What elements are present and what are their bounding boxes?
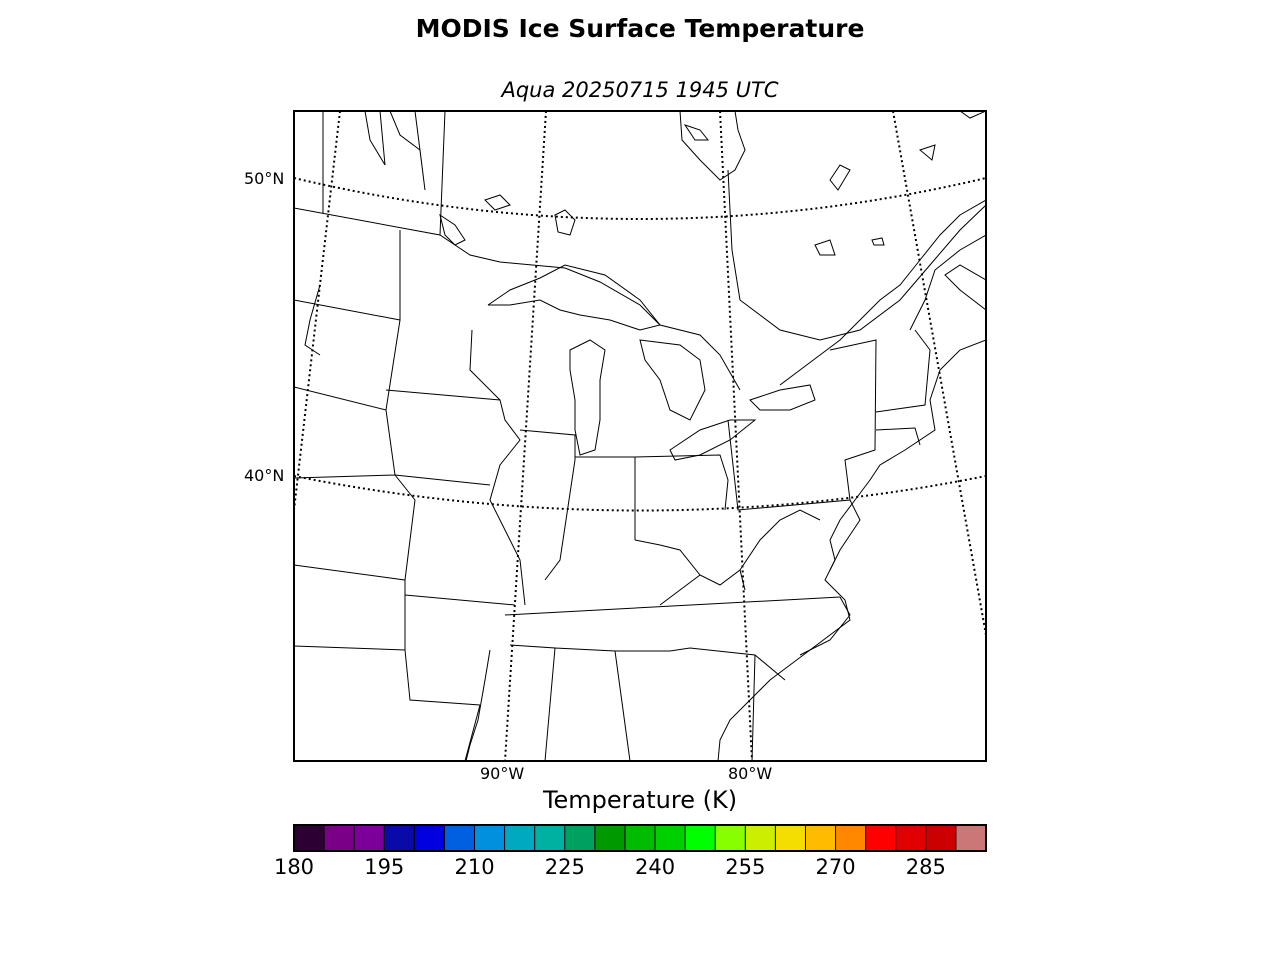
parallel-40n: [294, 475, 986, 512]
lake-winnipeg: [364, 111, 426, 191]
lake-superior: [487, 264, 661, 331]
lon-label-90w: 90°W: [480, 764, 525, 783]
lake-nipigon: [554, 209, 576, 236]
chart-subtitle: Aqua 20250715 1945 UTC: [501, 78, 779, 102]
lon-label-80w: 80°W: [728, 764, 773, 783]
colorbar-swatch: [775, 825, 806, 851]
lake-ontario: [749, 384, 816, 411]
mississippi-river: [304, 284, 491, 761]
colorbar-swatch: [685, 825, 716, 851]
colorbar-swatch: [624, 825, 656, 851]
meridian-90w: [504, 111, 547, 761]
colorbar-swatch: [594, 825, 626, 851]
colorbar-swatch: [414, 825, 445, 851]
lat-label-40n: 40°N: [244, 466, 285, 485]
colorbar-tick-label: 255: [725, 855, 766, 879]
hudson-bay-coast: [679, 111, 746, 181]
state-lines-appalachia: [634, 509, 821, 606]
colorbar-label: Temperature (K): [542, 786, 738, 814]
colorbar-swatch: [955, 825, 987, 851]
colorbar-swatch: [384, 825, 415, 851]
map-frame: [293, 110, 987, 762]
colorbar-frame: [293, 824, 987, 852]
small-lakes-ontario: [484, 164, 851, 256]
colorbar-swatch: [444, 825, 476, 851]
colorbar-swatch: [865, 825, 897, 851]
parallel-50n: [294, 177, 986, 220]
colorbar-swatch: [655, 825, 686, 851]
lake-huron: [639, 339, 706, 421]
colorbar-swatch: [354, 825, 385, 851]
colorbar-tick-label: 210: [454, 855, 495, 879]
colorbar-swatch: [474, 825, 506, 851]
colorbar: [293, 824, 987, 852]
colorbar-swatch: [745, 825, 776, 851]
colorbar-tick-label: 270: [815, 855, 856, 879]
state-lines-central: [385, 329, 877, 606]
colorbar-swatch: [895, 825, 927, 851]
nova-scotia: [944, 264, 986, 311]
colorbar-tick-label: 240: [634, 855, 676, 879]
state-lines-south: [464, 596, 841, 761]
colorbar-tick-label: 180: [273, 855, 315, 879]
meridian-100w: [294, 111, 341, 511]
colorbar-tick-label: 195: [364, 855, 405, 879]
lake-of-woods: [439, 213, 466, 246]
james-bay-islands: [683, 124, 936, 246]
colorbar-swatch: [925, 825, 957, 851]
colorbar-tick-label: 285: [905, 855, 946, 879]
colorbar-swatch: [564, 825, 596, 851]
us-canada-border: [294, 169, 986, 391]
colorbar-swatch: [835, 825, 867, 851]
colorbar-swatch: [504, 825, 536, 851]
colorbar-swatch: [294, 825, 325, 851]
colorbar-swatch: [534, 825, 566, 851]
lat-label-50n: 50°N: [244, 169, 285, 188]
lake-michigan: [569, 339, 606, 456]
state-lines-west-2: [404, 111, 516, 606]
state-lines-west: [294, 111, 481, 706]
meridian-80w: [719, 111, 753, 761]
chart-title: MODIS Ice Surface Temperature: [415, 14, 865, 43]
st-lawrence: [779, 199, 986, 386]
colorbar-swatch: [715, 825, 746, 851]
colorbar-swatch: [324, 825, 355, 851]
state-lines-northeast: [799, 329, 931, 656]
lake-erie: [669, 419, 757, 461]
coast-northeast: [717, 339, 986, 761]
graticule: [294, 111, 986, 761]
colorbar-tick-label: 225: [544, 855, 585, 879]
colorbar-swatch: [805, 825, 837, 851]
atlantic-coast-bits: [959, 111, 986, 119]
